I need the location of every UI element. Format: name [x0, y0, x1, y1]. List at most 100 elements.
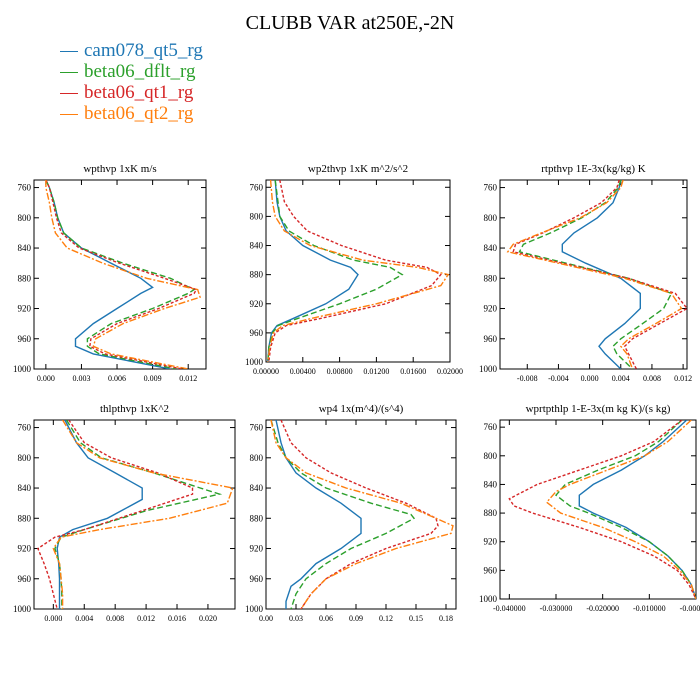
y-tick-label: 920 [250, 544, 264, 554]
series-line-beta06_qt1_rg [37, 420, 194, 609]
y-tick-label: 800 [18, 453, 32, 463]
y-tick-label: 760 [250, 423, 264, 433]
y-tick-label: 840 [250, 483, 264, 493]
plot-frame [33, 419, 236, 610]
series-line-beta06_qt1_rg [280, 420, 439, 609]
x-tick-label: 0.00800 [327, 367, 353, 376]
series-line-cam078_qt5_rg [267, 180, 359, 362]
x-tick-label: 0.008 [643, 374, 661, 383]
y-tick-label: 800 [250, 211, 264, 221]
series-line-beta06_qt1_rg [268, 180, 442, 362]
y-tick-label: 1000 [245, 357, 264, 367]
series-line-beta06_dflt_rg [270, 420, 416, 609]
series-line-beta06_dflt_rg [45, 180, 196, 369]
legend-label: cam078_qt5_rg [84, 40, 203, 61]
legend-swatch [60, 51, 78, 53]
x-tick-label: 0.00000 [253, 367, 279, 376]
series-line-beta06_qt2_rg [545, 420, 696, 599]
chart-panel: wp4 1x(m^4)/(s^4) 760 800 840 880 920 960 1000 0… [245, 403, 457, 623]
legend-swatch [60, 72, 78, 74]
y-tick-label: 760 [18, 423, 32, 433]
y-tick-label: 840 [18, 483, 32, 493]
x-tick-label: 0.00400 [290, 367, 316, 376]
x-tick-label: 0.02000 [437, 367, 463, 376]
y-tick-label: 960 [250, 328, 264, 338]
y-tick-label: 920 [250, 299, 264, 309]
y-tick-label: 800 [484, 213, 498, 223]
x-tick-label: 0.004 [612, 374, 630, 383]
x-tick-label: -0.040000 [493, 604, 526, 613]
legend-swatch [60, 114, 78, 116]
x-tick-label: -0.020000 [586, 604, 619, 613]
chart-title: wp4 1x(m^4)/(s^4) [319, 403, 404, 415]
chart-title: wprtpthlp 1-E-3x(m kg K)/(s kg) [526, 403, 671, 415]
y-tick-label: 880 [250, 513, 264, 523]
chart-panel: wp2thvp 1xK m^2/s^2 760 800 840 880 920 960 100… [245, 163, 463, 376]
y-tick-label: 880 [484, 508, 498, 518]
x-tick-label: -0.004 [548, 374, 569, 383]
y-tick-label: 1000 [13, 604, 32, 614]
x-tick-label: 0.01200 [363, 367, 389, 376]
x-tick-label: 0.006 [108, 374, 126, 383]
series-line-beta06_qt2_rg [52, 420, 234, 609]
chart-title: rtpthvp 1E-3x(kg/kg) K [541, 163, 646, 175]
y-tick-label: 960 [484, 565, 498, 575]
x-tick-label: 0.06 [319, 614, 333, 623]
legend-label: beta06_qt1_rg [84, 82, 194, 103]
y-tick-label: 920 [484, 537, 498, 547]
legend-item: beta06_qt1_rg [60, 82, 203, 103]
x-tick-label: -0.010000 [633, 604, 666, 613]
x-tick-label: 0.004 [75, 614, 93, 623]
x-tick-label: 0.01600 [400, 367, 426, 376]
y-tick-label: 760 [18, 183, 32, 193]
chart-title: thlpthvp 1xK^2 [100, 403, 169, 415]
series-line-beta06_qt1_rg [45, 180, 198, 369]
x-tick-label: 0.03 [289, 614, 303, 623]
x-tick-label: 0.016 [168, 614, 186, 623]
x-tick-label: -0.008 [517, 374, 538, 383]
y-tick-label: 920 [18, 544, 32, 554]
y-tick-label: 1000 [479, 364, 498, 374]
x-tick-label: -0.030000 [540, 604, 573, 613]
series-line-beta06_dflt_rg [267, 180, 404, 362]
series-line-beta06_qt2_rg [267, 180, 450, 362]
y-tick-label: 960 [250, 574, 264, 584]
y-tick-label: 800 [484, 451, 498, 461]
series-line-cam078_qt5_rg [578, 420, 696, 599]
y-tick-label: 920 [484, 304, 498, 314]
plot-frame [265, 179, 451, 363]
y-tick-label: 880 [250, 270, 264, 280]
y-tick-label: 840 [18, 243, 32, 253]
y-tick-label: 1000 [245, 604, 264, 614]
chart-panel: wpthvp 1xK m/s 760 800 840 880 920 960 1000 0.00… [13, 163, 207, 383]
y-tick-label: 880 [484, 273, 498, 283]
legend-item: beta06_dflt_rg [60, 61, 203, 82]
x-tick-label: 0.020 [199, 614, 217, 623]
x-tick-label: 0.09 [349, 614, 363, 623]
chart-title: wp2thvp 1xK m^2/s^2 [308, 163, 408, 175]
plot-frame [265, 419, 457, 610]
y-tick-label: 800 [18, 213, 32, 223]
y-tick-label: 840 [484, 479, 498, 489]
x-tick-label: 0.15 [409, 614, 423, 623]
x-tick-label: 0.003 [72, 374, 90, 383]
x-tick-label: 0.12 [379, 614, 393, 623]
x-tick-label: 0.000 [581, 374, 599, 383]
y-tick-label: 840 [484, 243, 498, 253]
legend-label: beta06_dflt_rg [84, 61, 196, 82]
series-line-cam078_qt5_rg [561, 180, 641, 369]
y-tick-label: 880 [18, 513, 32, 523]
series-line-beta06_qt1_rg [508, 420, 696, 599]
x-tick-label: 0.009 [144, 374, 162, 383]
legend-item: beta06_qt2_rg [60, 103, 203, 124]
series-line-beta06_qt2_rg [506, 180, 683, 369]
series-line-cam078_qt5_rg [275, 420, 362, 609]
chart-panel: rtpthvp 1E-3x(kg/kg) K 760 800 840 880 920 960… [479, 163, 692, 383]
series-line-beta06_dflt_rg [554, 420, 696, 599]
y-tick-label: 800 [250, 453, 264, 463]
y-tick-label: 760 [484, 183, 498, 193]
chart-panel: wprtpthlp 1-E-3x(m kg K)/(s kg) 760 800 840… [479, 403, 700, 613]
y-tick-label: 960 [484, 334, 498, 344]
